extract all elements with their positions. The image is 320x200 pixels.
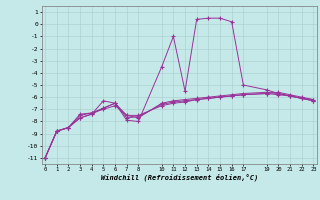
X-axis label: Windchill (Refroidissement éolien,°C): Windchill (Refroidissement éolien,°C): [100, 174, 258, 181]
